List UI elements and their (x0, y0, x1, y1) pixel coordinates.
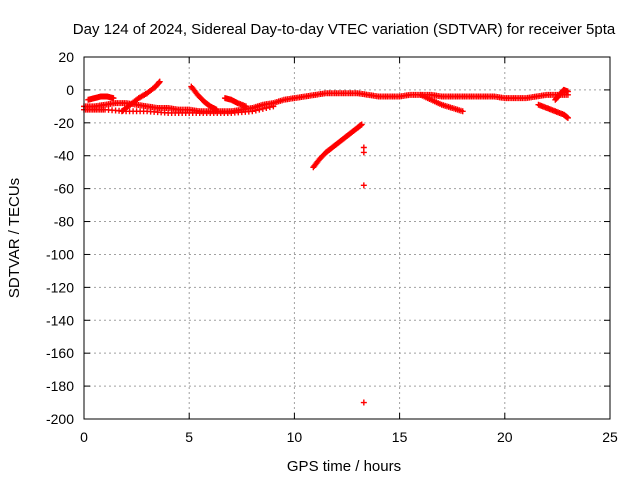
y-tick-label: -200 (46, 411, 74, 427)
x-axis-label: GPS time / hours (287, 458, 401, 475)
x-tick-label: 5 (185, 429, 193, 445)
data-point (156, 78, 163, 85)
data-point (360, 182, 367, 189)
points-layer (81, 78, 571, 406)
data-point (360, 399, 367, 406)
x-tick-label: 25 (602, 429, 618, 445)
data-point (358, 121, 365, 128)
data-point (256, 106, 263, 113)
data-point (270, 103, 277, 110)
y-tick-label: -140 (46, 312, 74, 328)
data-point (156, 79, 163, 86)
x-tick-label: 20 (497, 429, 513, 445)
data-point (252, 107, 259, 114)
grid-layer (84, 57, 610, 419)
y-tick-label: -100 (46, 246, 74, 262)
y-tick-label: -40 (54, 148, 74, 164)
y-tick-label: -20 (54, 115, 74, 131)
data-point (263, 105, 270, 112)
y-tick-label: -120 (46, 279, 74, 295)
data-point (564, 114, 571, 121)
data-point (243, 103, 250, 110)
data-point (564, 88, 571, 95)
data-point (266, 104, 273, 111)
data-point (249, 108, 256, 115)
y-tick-label: -160 (46, 345, 74, 361)
plot-frame (83, 56, 611, 420)
y-axis-label: SDTVAR / TECUs (6, 178, 23, 298)
data-point (360, 149, 367, 156)
data-point (213, 106, 220, 113)
chart-title: Day 124 of 2024, Sidereal Day-to-day VTE… (73, 21, 616, 38)
x-tick-label: 0 (80, 429, 88, 445)
y-tick-label: -60 (54, 181, 74, 197)
x-tick-label: 10 (287, 429, 303, 445)
x-tick-label: 15 (392, 429, 408, 445)
data-point (110, 95, 117, 102)
y-tick-label: 0 (66, 82, 74, 98)
data-point (259, 105, 266, 112)
y-tick-label: -80 (54, 214, 74, 230)
ticks-layer: 20 0 -20 -40 -60 -80 -100 -120 -140 -160 -180 -200 0… (46, 49, 618, 445)
y-tick-label: 20 (58, 49, 74, 65)
y-tick-label: -180 (46, 378, 74, 394)
data-point (459, 108, 466, 115)
